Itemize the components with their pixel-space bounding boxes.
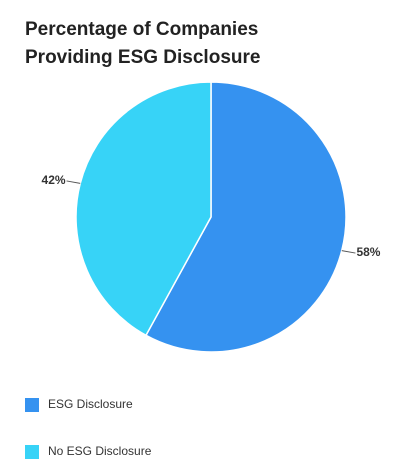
pie-slice bbox=[75, 81, 212, 337]
data-label: 42% bbox=[42, 173, 66, 187]
chart-title: Percentage of Companies Providing ESG Di… bbox=[25, 19, 261, 68]
leader-line bbox=[341, 250, 356, 254]
legend-swatch bbox=[25, 398, 39, 412]
legend-label: ESG Disclosure bbox=[48, 397, 133, 411]
legend-label: No ESG Disclosure bbox=[48, 444, 152, 458]
leader-line bbox=[66, 180, 81, 184]
legend-swatch bbox=[25, 445, 39, 459]
data-label: 58% bbox=[356, 245, 380, 259]
pie-slice bbox=[144, 81, 347, 353]
